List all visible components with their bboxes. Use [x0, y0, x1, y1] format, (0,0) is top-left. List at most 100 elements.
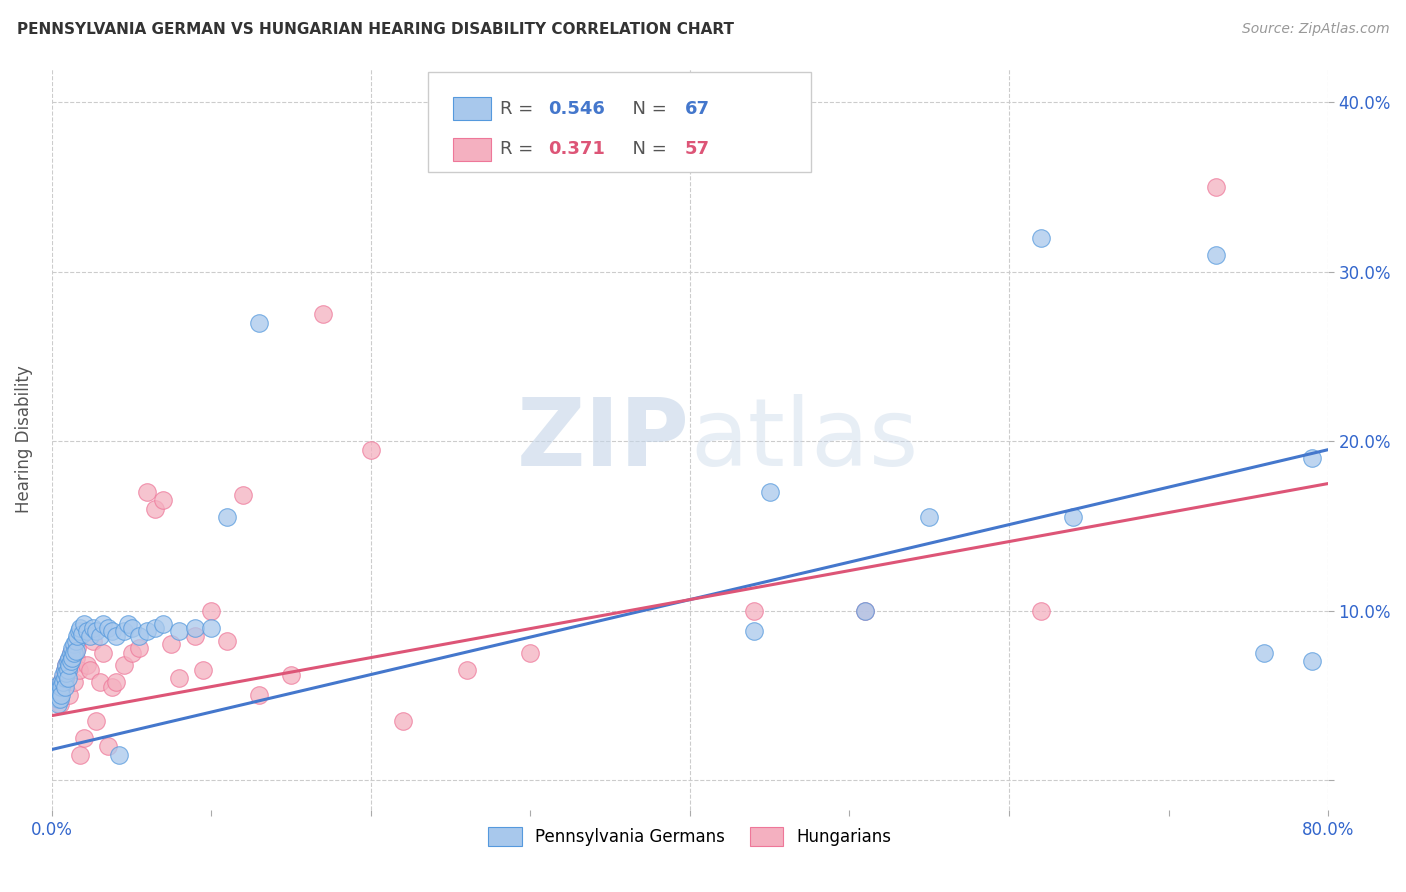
Point — [56, 663, 79, 677]
Point — [51, 688, 73, 702]
Point — [1301, 655, 1323, 669]
Point — [1029, 604, 1052, 618]
Point — [48, 680, 70, 694]
Point — [101, 624, 124, 638]
Point — [56, 655, 79, 669]
Point — [67, 663, 90, 677]
Point — [66, 629, 89, 643]
Point — [360, 442, 382, 457]
Point — [1301, 451, 1323, 466]
Point — [55, 668, 77, 682]
Point — [55, 657, 77, 672]
Point — [44, 680, 66, 694]
Point — [51, 674, 73, 689]
Point — [128, 629, 150, 643]
Point — [53, 663, 76, 677]
Text: 57: 57 — [685, 140, 710, 159]
Text: 0.371: 0.371 — [548, 140, 605, 159]
Point — [280, 668, 302, 682]
Point — [200, 621, 222, 635]
Point — [184, 629, 207, 643]
Text: N =: N = — [621, 140, 672, 159]
Point — [63, 674, 86, 689]
Point — [145, 502, 167, 516]
Point — [69, 621, 91, 635]
Point — [73, 617, 96, 632]
Point — [855, 604, 877, 618]
Text: R =: R = — [499, 140, 538, 159]
Point — [160, 638, 183, 652]
Point — [73, 731, 96, 745]
Point — [89, 629, 111, 643]
Point — [91, 617, 114, 632]
Point — [247, 316, 270, 330]
Point — [136, 485, 159, 500]
Point — [1062, 510, 1084, 524]
Point — [52, 671, 75, 685]
Point — [48, 691, 70, 706]
Point — [101, 680, 124, 694]
Point — [53, 671, 76, 685]
Point — [52, 674, 75, 689]
Point — [58, 688, 80, 702]
Point — [152, 493, 174, 508]
Point — [742, 624, 765, 638]
Point — [217, 510, 239, 524]
Point — [46, 691, 69, 706]
FancyBboxPatch shape — [453, 138, 491, 161]
Point — [247, 688, 270, 702]
Point — [53, 663, 76, 677]
Point — [55, 666, 77, 681]
Legend: Pennsylvania Germans, Hungarians: Pennsylvania Germans, Hungarians — [479, 818, 900, 855]
Point — [59, 655, 82, 669]
Point — [53, 674, 76, 689]
Point — [46, 697, 69, 711]
Point — [51, 680, 73, 694]
Point — [200, 604, 222, 618]
Point — [67, 624, 90, 638]
Point — [65, 634, 87, 648]
Point — [758, 485, 780, 500]
Point — [128, 640, 150, 655]
Point — [76, 657, 98, 672]
Point — [62, 657, 84, 672]
Point — [97, 739, 120, 753]
Point — [48, 685, 70, 699]
Point — [63, 638, 86, 652]
Point — [79, 629, 101, 643]
Point — [112, 624, 135, 638]
Point — [58, 651, 80, 665]
Point — [1253, 646, 1275, 660]
Point — [48, 688, 70, 702]
Point — [312, 307, 335, 321]
Point — [91, 646, 114, 660]
Point — [55, 657, 77, 672]
Point — [53, 680, 76, 694]
Point — [86, 714, 108, 728]
Point — [169, 671, 191, 685]
Point — [136, 624, 159, 638]
Point — [184, 621, 207, 635]
Point — [56, 655, 79, 669]
Text: R =: R = — [499, 100, 538, 118]
Point — [62, 651, 84, 665]
Point — [97, 621, 120, 635]
Point — [193, 663, 215, 677]
Point — [59, 646, 82, 660]
Point — [65, 644, 87, 658]
Point — [62, 640, 84, 655]
Point — [117, 617, 139, 632]
Point — [232, 488, 254, 502]
Point — [52, 668, 75, 682]
Point — [1205, 180, 1227, 194]
Point — [104, 629, 127, 643]
Point — [107, 747, 129, 762]
FancyBboxPatch shape — [453, 97, 491, 120]
Point — [855, 604, 877, 618]
Point — [742, 604, 765, 618]
Point — [58, 657, 80, 672]
Text: ZIP: ZIP — [517, 393, 690, 485]
Y-axis label: Hearing Disability: Hearing Disability — [15, 366, 32, 514]
Point — [44, 685, 66, 699]
Text: atlas: atlas — [690, 393, 918, 485]
